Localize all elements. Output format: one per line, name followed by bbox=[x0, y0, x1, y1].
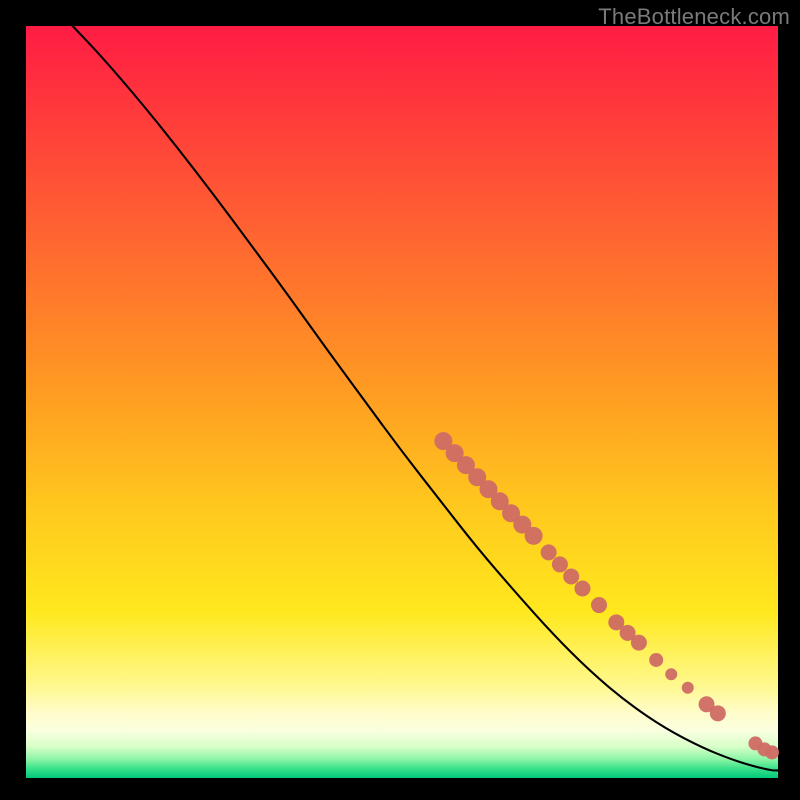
data-marker bbox=[525, 527, 543, 545]
data-marker bbox=[541, 544, 557, 560]
data-marker bbox=[682, 682, 694, 694]
data-marker bbox=[574, 581, 590, 597]
watermark-text: TheBottleneck.com bbox=[598, 4, 790, 30]
data-marker bbox=[591, 597, 607, 613]
data-marker bbox=[649, 653, 663, 667]
chart-stage: TheBottleneck.com bbox=[0, 0, 800, 800]
data-marker bbox=[631, 635, 647, 651]
data-marker bbox=[552, 556, 568, 572]
data-marker bbox=[665, 668, 677, 680]
data-marker bbox=[710, 705, 726, 721]
data-marker bbox=[563, 568, 579, 584]
data-marker bbox=[765, 745, 779, 759]
plot-svg bbox=[0, 0, 800, 800]
gradient-background bbox=[26, 26, 778, 778]
